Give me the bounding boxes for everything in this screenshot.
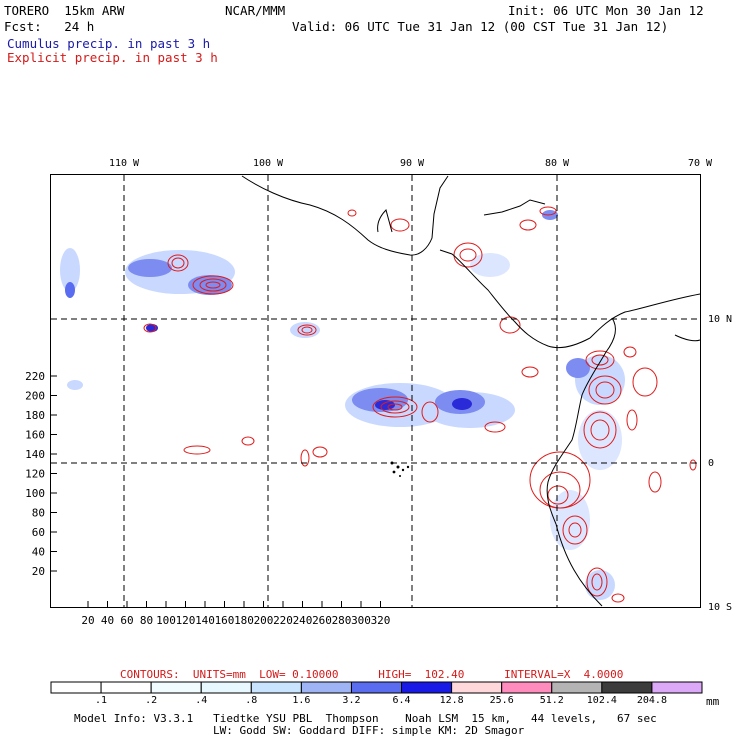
colorbar-label: 25.6 <box>489 695 514 706</box>
y-tick-label: 120 <box>25 468 45 481</box>
latitude-labels: 10 N 0 10 S <box>708 314 732 613</box>
y-tick-label: 40 <box>32 546 45 559</box>
x-tick-label: 60 <box>120 614 133 627</box>
forecast-hour: Fcst: 24 h <box>4 19 95 34</box>
galapagos-islands <box>390 461 410 477</box>
map-frame <box>50 174 701 608</box>
lat-label: 0 <box>708 458 714 469</box>
colorbar-label: 102.4 <box>586 695 617 706</box>
explicit-legend: Explicit precip. in past 3 h <box>7 50 218 65</box>
x-tick-label: 20 <box>81 614 94 627</box>
colorbar-label: 3.2 <box>342 695 361 706</box>
y-axis-ticks: 20 40 60 80 100 120 140 160 180 200 220 <box>25 370 57 578</box>
lon-label: 80 W <box>545 158 570 169</box>
cumulus-precip-areas <box>60 210 625 600</box>
x-tick-label: 80 <box>140 614 153 627</box>
y-tick-label: 140 <box>25 448 45 461</box>
x-tick-label: 240 <box>293 614 313 627</box>
colorbar-label: 6.4 <box>392 695 411 706</box>
colorbar-label: .4 <box>195 695 208 706</box>
colorbar-label: .2 <box>145 695 158 706</box>
contour-info: CONTOURS: UNITS=mm LOW= 0.10000 HIGH= 10… <box>120 668 624 681</box>
x-tick-label: 120 <box>176 614 196 627</box>
model-info: Model Info: V3.3.1 Tiedtke YSU PBL Thomp… <box>74 712 657 725</box>
y-tick-label: 60 <box>32 526 45 539</box>
colorbar-label: 12.8 <box>439 695 464 706</box>
lon-label: 70 W <box>688 158 713 169</box>
colorbar-label: 1.6 <box>292 695 311 706</box>
x-tick-label: 300 <box>351 614 371 627</box>
x-tick-label: 220 <box>273 614 293 627</box>
x-axis-ticks: 20 40 60 80 100 120 140 160 180 200 220 240 260 280 30… <box>81 601 390 627</box>
y-tick-label: 100 <box>25 487 45 500</box>
lat-label: 10 N <box>708 314 732 325</box>
colorbar-unit: mm <box>706 695 720 708</box>
lon-label: 110 W <box>109 158 140 169</box>
colorbar-label: .1 <box>95 695 108 706</box>
x-tick-label: 40 <box>101 614 114 627</box>
lat-label: 10 S <box>708 602 732 613</box>
y-tick-label: 180 <box>25 409 45 422</box>
colorbar-label: .8 <box>245 695 258 706</box>
init-time: Init: 06 UTC Mon 30 Jan 12 <box>508 3 704 18</box>
y-tick-label: 20 <box>32 565 45 578</box>
x-tick-label: 180 <box>234 614 254 627</box>
y-tick-label: 80 <box>32 507 45 520</box>
x-tick-label: 100 <box>156 614 176 627</box>
longitude-labels: 110 W 100 W 90 W 80 W 70 W <box>109 158 713 169</box>
x-tick-label: 140 <box>195 614 215 627</box>
lat-lon-grid <box>51 175 700 607</box>
y-tick-label: 160 <box>25 429 45 442</box>
y-tick-label: 220 <box>25 370 45 383</box>
org-label: NCAR/MMM <box>225 3 286 18</box>
x-tick-label: 320 <box>371 614 391 627</box>
model-title: TORERO 15km ARW <box>4 3 125 18</box>
colorbar-label: 204.8 <box>636 695 667 706</box>
lon-label: 100 W <box>253 158 284 169</box>
valid-time: Valid: 06 UTC Tue 31 Jan 12 (00 CST Tue … <box>292 19 669 34</box>
physics-info: LW: Godd SW: Goddard DIFF: simple KM: 2D… <box>213 724 525 737</box>
coastlines <box>241 175 701 607</box>
cumulus-legend: Cumulus precip. in past 3 h <box>7 36 211 51</box>
colorbar-label: 51.2 <box>539 695 564 706</box>
x-tick-label: 200 <box>254 614 274 627</box>
x-tick-label: 260 <box>312 614 332 627</box>
x-tick-label: 160 <box>215 614 235 627</box>
x-tick-label: 280 <box>332 614 352 627</box>
y-tick-label: 200 <box>25 390 45 403</box>
explicit-precip-contours <box>143 206 697 603</box>
lon-label: 90 W <box>400 158 425 169</box>
